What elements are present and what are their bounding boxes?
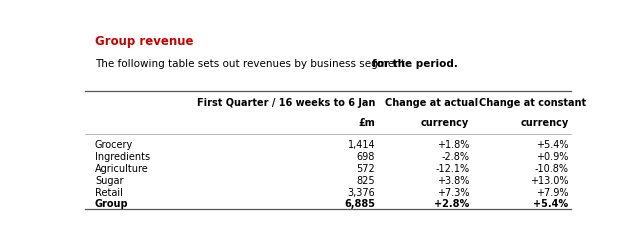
Text: 6,885: 6,885 (344, 200, 375, 209)
Text: First Quarter / 16 weeks to 6 Jan: First Quarter / 16 weeks to 6 Jan (196, 98, 375, 108)
Text: +0.9%: +0.9% (536, 152, 568, 162)
Text: currency: currency (421, 118, 469, 128)
Text: +13.0%: +13.0% (530, 176, 568, 186)
Text: Group: Group (95, 200, 129, 209)
Text: +5.4%: +5.4% (536, 140, 568, 150)
Text: Ingredients: Ingredients (95, 152, 150, 162)
Text: Grocery: Grocery (95, 140, 133, 150)
Text: 825: 825 (356, 176, 375, 186)
Text: The following table sets out revenues by business segment: The following table sets out revenues by… (95, 59, 408, 69)
Text: -10.8%: -10.8% (534, 164, 568, 174)
Text: +5.4%: +5.4% (533, 200, 568, 209)
Text: currency: currency (520, 118, 568, 128)
Text: for the period.: for the period. (372, 59, 458, 69)
Text: Change at constant: Change at constant (479, 98, 586, 108)
Text: 1,414: 1,414 (348, 140, 375, 150)
Text: 698: 698 (356, 152, 375, 162)
Text: +7.9%: +7.9% (536, 188, 568, 198)
Text: +1.8%: +1.8% (437, 140, 469, 150)
Text: £m: £m (358, 118, 375, 128)
Text: +2.8%: +2.8% (434, 200, 469, 209)
Text: Change at actual: Change at actual (385, 98, 478, 108)
Text: Agriculture: Agriculture (95, 164, 148, 174)
Text: -2.8%: -2.8% (442, 152, 469, 162)
Text: +7.3%: +7.3% (437, 188, 469, 198)
Text: Sugar: Sugar (95, 176, 124, 186)
Text: Group revenue: Group revenue (95, 35, 193, 48)
Text: 572: 572 (356, 164, 375, 174)
Text: 3,376: 3,376 (348, 188, 375, 198)
Text: +3.8%: +3.8% (437, 176, 469, 186)
Text: -12.1%: -12.1% (435, 164, 469, 174)
Text: Retail: Retail (95, 188, 123, 198)
